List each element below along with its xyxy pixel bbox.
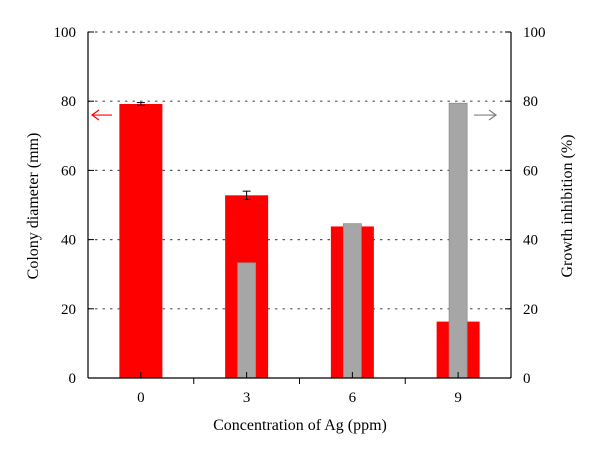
left-y-tick-label: 40 <box>61 233 76 249</box>
x-tick-label: 0 <box>137 390 145 406</box>
x-axis-label: Concentration of Ag (ppm) <box>213 417 387 434</box>
left-y-axis-label: Colony diameter (mm) <box>25 133 42 280</box>
grid-lines <box>87 31 512 310</box>
right-y-tick-label: 0 <box>523 371 531 387</box>
right-y-tick-label: 40 <box>523 233 538 249</box>
right-y-tick-label: 20 <box>523 302 538 318</box>
left-y-tick-label: 0 <box>69 371 77 387</box>
left-y-tick-label: 100 <box>54 25 77 41</box>
left-axis-arrow-head <box>90 109 100 121</box>
axis-arrows <box>90 109 498 121</box>
ticks: 0 0 20 20 40 40 60 60 80 80 100 100 0 3 6 9 <box>54 25 546 406</box>
left-y-tick-label: 80 <box>61 94 76 110</box>
right-y-tick-label: 80 <box>523 94 538 110</box>
bar-growth-inhibition <box>237 262 257 379</box>
right-y-tick-label: 100 <box>523 25 546 41</box>
x-tick-label: 9 <box>454 390 462 406</box>
bar-growth-inhibition <box>448 102 468 379</box>
left-y-tick-label: 20 <box>61 302 76 318</box>
x-tick-label: 6 <box>349 390 357 406</box>
bar-colony-diameter <box>119 103 163 378</box>
left-y-tick-label: 60 <box>61 163 76 179</box>
x-tick-label: 3 <box>243 390 251 406</box>
bar-growth-inhibition <box>342 223 362 379</box>
right-y-axis-label: Growth inhibition (%) <box>559 134 576 277</box>
right-axis-arrow-head <box>488 109 498 121</box>
bars <box>119 102 480 379</box>
right-y-tick-label: 60 <box>523 163 538 179</box>
